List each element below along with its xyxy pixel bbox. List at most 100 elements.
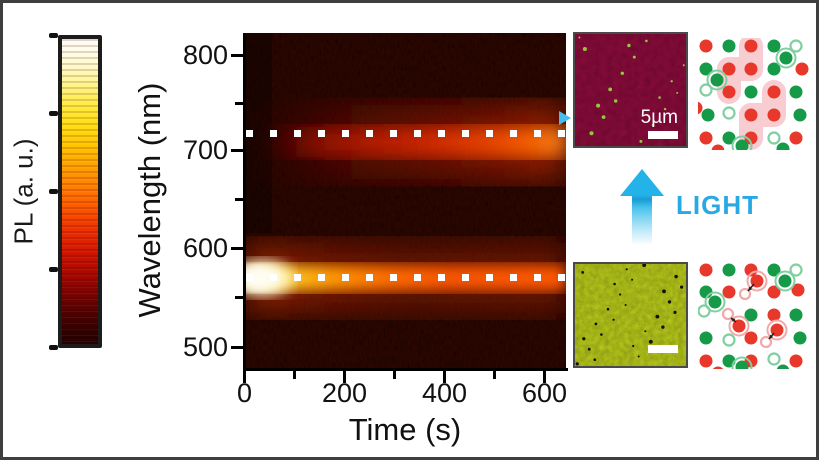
x-axis-label: Time (s) bbox=[348, 412, 462, 447]
texture-speck bbox=[676, 91, 679, 94]
red-ion bbox=[744, 263, 758, 277]
axis-tick bbox=[443, 371, 446, 383]
red-ion bbox=[744, 62, 758, 76]
axis-tick bbox=[235, 296, 243, 299]
red-ion-ring bbox=[746, 270, 768, 292]
red-ion bbox=[699, 263, 713, 277]
red-ion bbox=[795, 62, 809, 76]
colorbar-label: PL (a. u.) bbox=[8, 138, 39, 245]
colorbar-tick bbox=[49, 345, 58, 350]
axis-tick bbox=[343, 371, 346, 383]
texture-speck bbox=[587, 347, 591, 351]
scale-bar-label: 5µm bbox=[640, 107, 678, 128]
red-ion bbox=[699, 354, 713, 368]
green-vacancy-icon bbox=[699, 83, 713, 97]
red-ion bbox=[767, 308, 781, 322]
texture-speck bbox=[651, 123, 655, 127]
green-ion bbox=[779, 51, 793, 65]
heatmap-noise bbox=[246, 33, 566, 368]
texture-speck bbox=[575, 362, 579, 366]
red-ion bbox=[744, 131, 758, 145]
red-ion bbox=[789, 354, 803, 368]
colorbar-gradient bbox=[62, 39, 98, 344]
texture-speck bbox=[582, 337, 586, 341]
texture-speck bbox=[578, 36, 581, 39]
colorbar-tick bbox=[49, 267, 58, 272]
texture-speck bbox=[593, 358, 597, 361]
band-pointer-icon bbox=[559, 111, 571, 125]
texture-speck bbox=[582, 47, 587, 51]
texture-speck bbox=[594, 322, 598, 326]
red-ion bbox=[767, 108, 781, 122]
texture-speck bbox=[662, 289, 666, 294]
red-ion bbox=[722, 62, 736, 76]
green-ion-ring bbox=[706, 69, 728, 91]
green-ion bbox=[776, 142, 790, 150]
y-tick-label: 800 bbox=[182, 40, 228, 70]
green-ion bbox=[699, 331, 713, 345]
green-ion bbox=[767, 62, 781, 76]
green-ion bbox=[793, 108, 807, 122]
red-ion bbox=[732, 319, 746, 333]
green-ion bbox=[778, 274, 792, 288]
axis-tick bbox=[393, 371, 396, 379]
texture-speck bbox=[667, 300, 672, 304]
texture-speck bbox=[674, 274, 678, 279]
texture-speck bbox=[620, 71, 624, 75]
lattice-before-diagram bbox=[698, 261, 810, 369]
texture-speck bbox=[680, 285, 684, 289]
texture-speck bbox=[631, 278, 634, 281]
texture-speck bbox=[639, 139, 643, 143]
red-ion bbox=[699, 131, 713, 145]
green-ion bbox=[699, 285, 713, 299]
texture-speck bbox=[613, 282, 616, 286]
red-ion bbox=[791, 283, 805, 297]
texture-speck bbox=[612, 318, 615, 321]
scale-bar bbox=[648, 345, 678, 353]
red-ion bbox=[698, 101, 703, 115]
red-vacancy-icon bbox=[721, 307, 735, 321]
axis-tick bbox=[493, 371, 496, 379]
y-tick-label: 700 bbox=[182, 135, 228, 165]
axis-tick bbox=[231, 54, 243, 57]
green-vacancy-icon bbox=[767, 131, 781, 145]
light-arrow-icon bbox=[620, 169, 664, 245]
texture-speck bbox=[673, 310, 677, 314]
texture-speck bbox=[596, 103, 601, 108]
x-axis-line bbox=[243, 368, 568, 371]
green-ion bbox=[722, 263, 736, 277]
red-ion-ring bbox=[766, 319, 788, 341]
red-ion bbox=[767, 85, 781, 99]
red-ion bbox=[711, 144, 725, 150]
axis-tick bbox=[235, 198, 243, 201]
colorbar-tick bbox=[49, 33, 58, 38]
ion-migration-arrowhead bbox=[731, 318, 736, 323]
green-ion bbox=[767, 263, 781, 277]
green-ion bbox=[708, 295, 722, 309]
texture-speck bbox=[608, 87, 613, 92]
green-ion bbox=[767, 39, 781, 53]
green-ion bbox=[722, 39, 736, 53]
green-ion-ring bbox=[731, 135, 753, 150]
colorbar-streaks bbox=[62, 39, 98, 344]
texture-speck bbox=[606, 307, 610, 311]
green-ion bbox=[710, 73, 724, 87]
micrograph-before-texture bbox=[575, 264, 686, 366]
dotted-guideline-718nm bbox=[246, 130, 566, 137]
red-ion bbox=[722, 285, 736, 299]
red-ion-ring bbox=[728, 315, 750, 337]
lattice-after-diagram bbox=[698, 38, 812, 150]
green-vacancy-icon bbox=[722, 106, 736, 120]
x-tick-label: 400 bbox=[421, 378, 468, 408]
x-tick-label: 200 bbox=[321, 378, 368, 408]
green-ion-ring bbox=[774, 270, 796, 292]
axis-tick bbox=[235, 102, 243, 105]
dotted-guideline-570nm bbox=[246, 274, 566, 281]
texture-speck bbox=[648, 339, 653, 344]
green-ion bbox=[722, 131, 736, 145]
texture-speck bbox=[619, 293, 622, 296]
axis-tick bbox=[231, 149, 243, 152]
texture-speck bbox=[614, 99, 618, 103]
pl-heatmap bbox=[232, 33, 566, 368]
